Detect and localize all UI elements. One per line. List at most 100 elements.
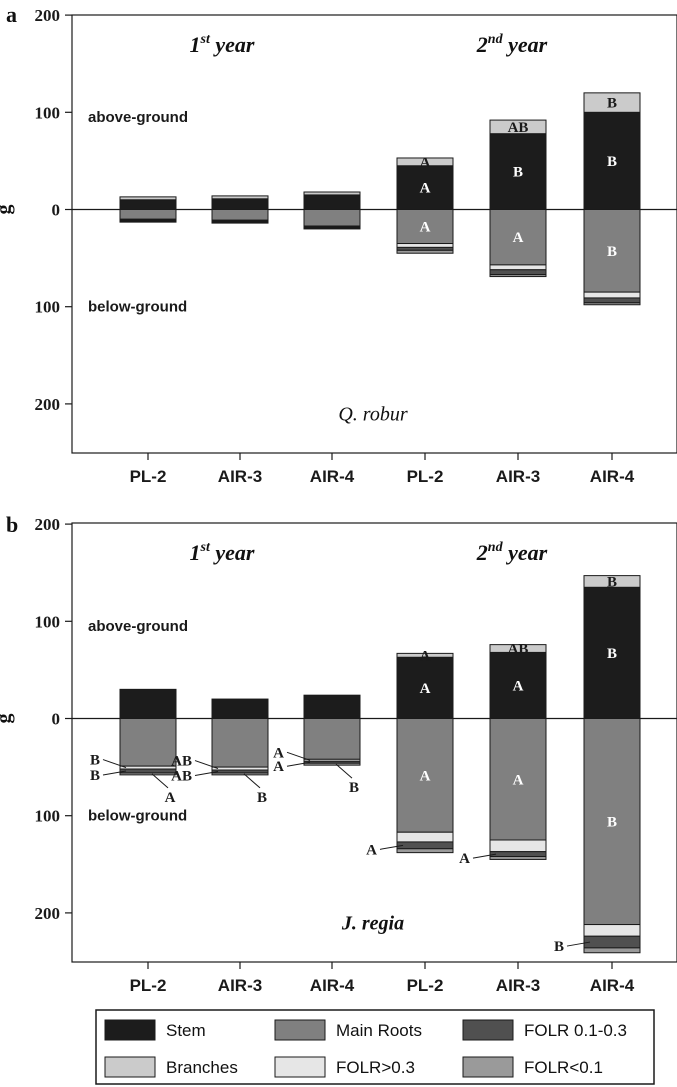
plot-frame: [71, 14, 677, 454]
legend: Stem Main Roots FOLR 0.1-0.3 Branches FOLR>0…: [95, 1009, 655, 1085]
bar-folr-lt01: [489, 274, 547, 278]
bar-folr-0103: [396, 841, 454, 850]
bar-branches: [396, 652, 454, 658]
significance-label: B: [607, 154, 617, 170]
above-ground-label: above-ground: [88, 618, 188, 635]
bar-folr-gt03: [583, 291, 641, 299]
significance-label: B: [607, 646, 617, 662]
bar-folr-lt01: [303, 227, 361, 230]
legend-swatch-stem: [104, 1019, 156, 1041]
significance-label: A: [420, 768, 431, 784]
x-tick-label: AIR-4: [310, 976, 355, 995]
x-tick-label: AIR-3: [496, 976, 540, 995]
significance-label: A: [513, 772, 524, 788]
bar-folr-0103: [583, 297, 641, 304]
y-tick-label: 100: [35, 103, 61, 122]
bar-stem: [211, 698, 269, 719]
significance-label: A: [513, 678, 524, 694]
callout-leader: [243, 773, 261, 789]
callout-label: B: [257, 790, 267, 806]
x-tick-label: AIR-4: [310, 467, 355, 486]
x-tick-label: AIR-3: [496, 467, 540, 486]
callout-label: A: [273, 745, 284, 761]
significance-label: A: [513, 230, 524, 246]
callout-leader: [379, 844, 404, 850]
y-tick-label: 200: [35, 395, 61, 414]
significance-label: AB: [508, 642, 529, 658]
bar-folr-0103: [489, 269, 547, 276]
bar-branches: [396, 157, 454, 167]
bar-main-roots: [489, 209, 547, 266]
callout-label: B: [90, 768, 100, 784]
below-ground-label: below-ground: [88, 299, 187, 316]
callout-leader: [194, 770, 219, 776]
bar-main-roots: [119, 718, 177, 767]
callout-label: A: [165, 790, 176, 806]
significance-label: B: [607, 815, 617, 831]
bar-stem: [119, 199, 177, 210]
bar-main-roots: [211, 718, 269, 768]
bar-main-roots: [396, 209, 454, 245]
significance-label: B: [607, 96, 617, 112]
bar-folr-gt03: [489, 839, 547, 853]
species-label: Q. robur: [338, 404, 407, 426]
x-tick-label: PL-2: [130, 467, 167, 486]
callout-label: AB: [171, 768, 192, 784]
x-tick-label: AIR-3: [218, 976, 262, 995]
bar-main-roots: [489, 718, 547, 841]
year-label: 1st year: [190, 32, 255, 57]
legend-label-folr-0103: FOLR 0.1-0.3: [524, 1021, 627, 1040]
callout-label: B: [349, 780, 359, 796]
callout-label: A: [366, 842, 377, 858]
significance-label: A: [420, 681, 431, 697]
bar-main-roots: [119, 209, 177, 220]
bar-main-roots: [211, 209, 269, 221]
y-axis-label: g: [0, 205, 15, 215]
x-tick-label: PL-2: [407, 467, 444, 486]
bar-folr-lt01: [396, 848, 454, 854]
callout-leader: [335, 763, 353, 779]
callout-label: A: [273, 759, 284, 775]
callout-label: B: [90, 753, 100, 769]
bar-main-roots: [396, 718, 454, 833]
bar-folr-gt03: [489, 264, 547, 271]
legend-label-main-roots: Main Roots: [336, 1021, 422, 1040]
bar-stem: [303, 194, 361, 210]
bar-main-roots: [303, 718, 361, 760]
callout-leader: [286, 761, 311, 767]
significance-label: B: [607, 244, 617, 260]
bar-folr-lt01: [119, 772, 177, 776]
bar-folr-lt01: [396, 249, 454, 254]
bar-folr-lt01: [211, 772, 269, 776]
bar-branches: [489, 644, 547, 653]
bar-stem: [396, 165, 454, 210]
callout-leader: [151, 773, 169, 789]
bar-stem: [211, 198, 269, 210]
bar-branches: [489, 119, 547, 135]
year-label: 1st year: [190, 540, 255, 565]
significance-label: AB: [508, 120, 529, 136]
bar-folr-lt01: [489, 856, 547, 860]
bar-main-roots: [303, 209, 361, 227]
legend-label-folr-lt01: FOLR<0.1: [524, 1058, 603, 1077]
panel-b: 200 100 0 100 200 g b PL-2 AIR-3 AIR-4 PL-2 AIR-3 AI…: [0, 512, 677, 995]
bar-folr-lt01: [583, 302, 641, 306]
bar-main-roots: [583, 209, 641, 293]
panel-letter: b: [6, 512, 18, 537]
legend-swatch-main-roots: [274, 1019, 326, 1041]
legend-swatch-branches: [104, 1056, 156, 1078]
x-tick-label: AIR-4: [590, 467, 635, 486]
legend-box: [95, 1009, 655, 1085]
bar-folr-lt01: [119, 220, 177, 223]
bar-branches: [583, 92, 641, 113]
x-tick-label: AIR-3: [218, 467, 262, 486]
x-tick-label: PL-2: [130, 976, 167, 995]
significance-label: A: [420, 648, 431, 664]
bar-folr-0103: [119, 768, 177, 774]
bar-branches: [211, 195, 269, 200]
significance-label: A: [420, 155, 431, 171]
y-tick-label: 200: [35, 515, 61, 534]
significance-label: B: [513, 165, 523, 181]
below-ground-label: below-ground: [88, 808, 187, 825]
